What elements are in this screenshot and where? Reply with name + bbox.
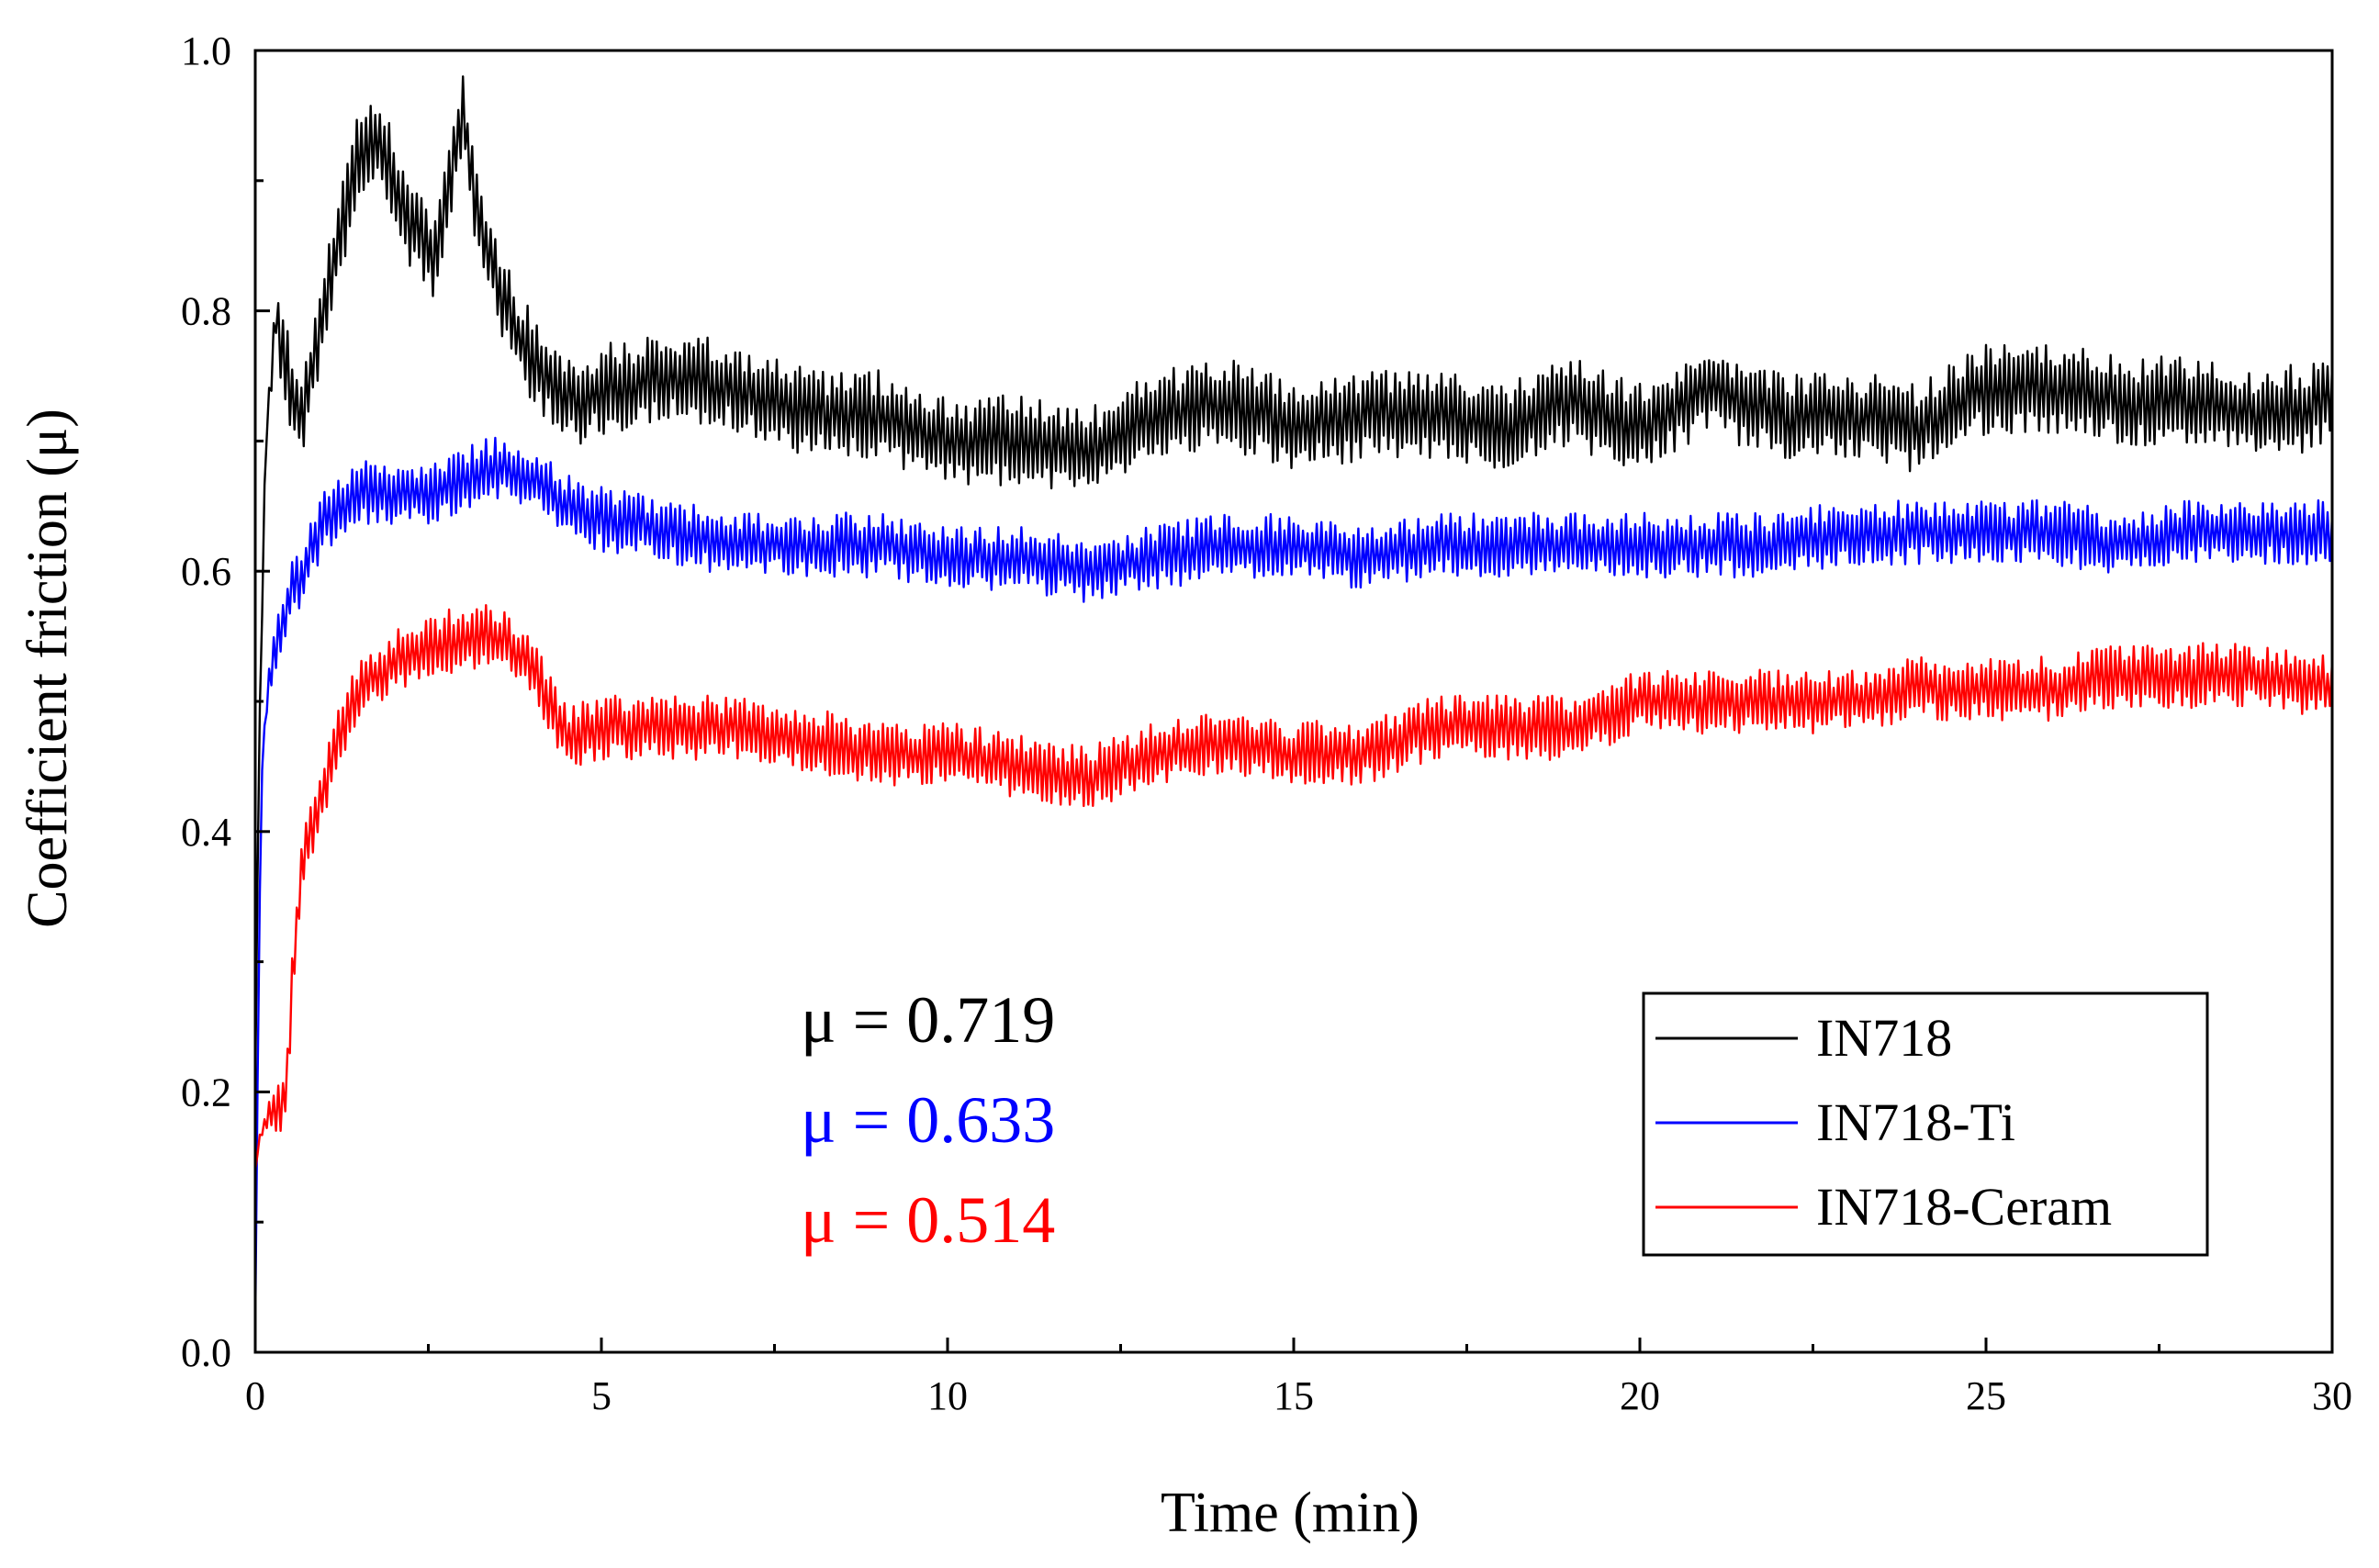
series-layer (253, 75, 2334, 1327)
x-tick-label: 20 (1620, 1373, 1660, 1418)
x-tick-label: 10 (927, 1373, 968, 1418)
x-tick-label: 15 (1274, 1373, 1314, 1418)
mean-annotation-in718: μ = 0.719 (801, 983, 1055, 1057)
x-tick-label: 30 (2312, 1373, 2352, 1418)
mean-annotation-in718-ti: μ = 0.633 (801, 1083, 1055, 1157)
mean-annotations: μ = 0.719 μ = 0.633 μ = 0.514 (801, 983, 1055, 1257)
y-tick-label: 0.8 (181, 289, 231, 334)
x-tick-label: 5 (591, 1373, 612, 1418)
y-tick-label: 0.0 (181, 1330, 231, 1375)
legend: IN718 IN718-Ti IN718-Ceram (1642, 991, 2209, 1257)
series-line-in718 (253, 75, 2334, 1092)
y-tick-label: 1.0 (181, 28, 231, 73)
legend-label-in718: IN718 (1816, 1008, 1952, 1068)
mean-annotation-in718-ceram: μ = 0.514 (801, 1183, 1055, 1257)
y-tick-label: 0.2 (181, 1070, 231, 1114)
x-axis-title: Time (min) (1161, 1482, 1420, 1544)
series-line-in718-ti (253, 436, 2334, 1327)
y-axis-title: Coefficient friction (μ) (17, 409, 79, 928)
legend-label-in718-ti: IN718-Ti (1816, 1092, 2015, 1152)
y-tick-label: 0.6 (181, 549, 231, 594)
y-tick-label: 0.4 (181, 810, 231, 855)
x-tick-label: 25 (1966, 1373, 2006, 1418)
series-line-in718-ceram (253, 604, 2334, 1170)
x-tick-label: 0 (245, 1373, 265, 1418)
legend-label-in718-ceram: IN718-Ceram (1816, 1177, 2112, 1237)
ticks-layer: 0 5 10 15 20 25 30 0.0 0.2 0.4 0.6 0.8 1.0 (181, 28, 2352, 1418)
